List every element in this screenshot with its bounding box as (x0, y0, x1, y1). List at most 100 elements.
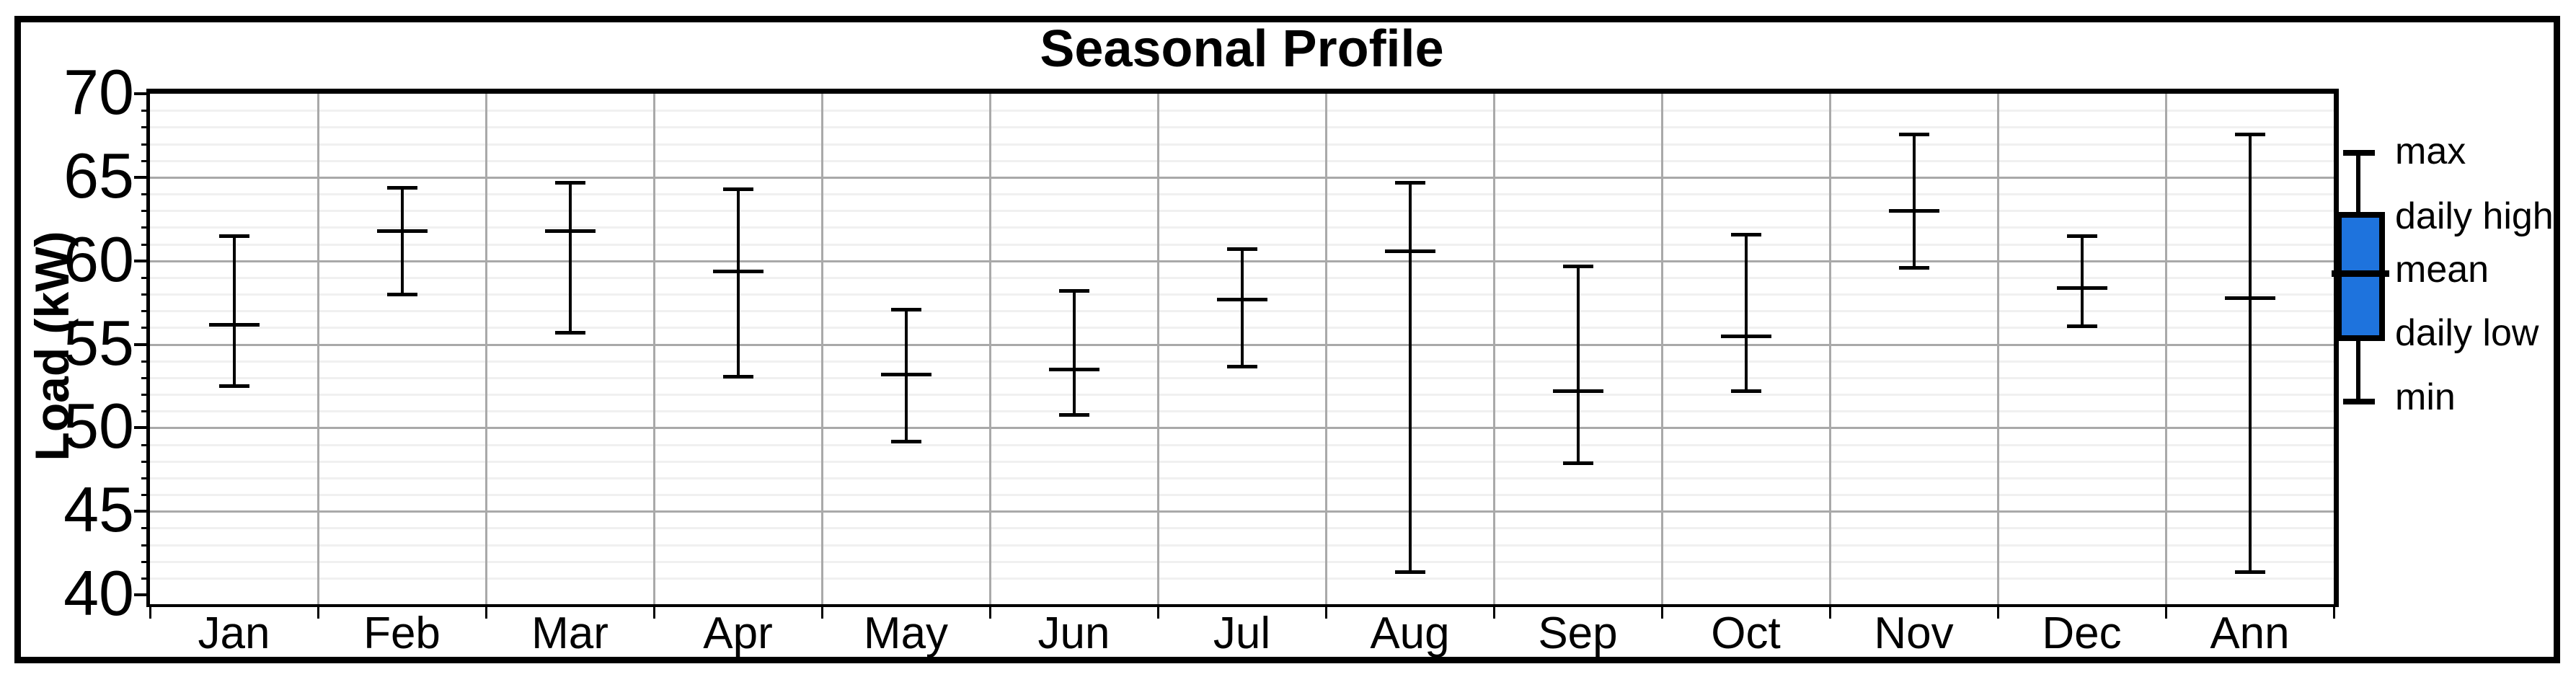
y-major-tick (134, 426, 150, 430)
y-tick-label: 60 (63, 223, 134, 295)
legend-label-daily-high: daily high (2395, 195, 2554, 237)
max-cap-jan (218, 234, 249, 238)
x-category-label: Sep (1538, 609, 1618, 658)
y-minor-tick (141, 560, 150, 563)
y-minor-tick (141, 477, 150, 479)
x-boundary-tick (2332, 604, 2335, 619)
y-major-tick (134, 92, 150, 95)
min-cap-ann (2234, 570, 2265, 574)
minor-gridline (150, 477, 2334, 479)
x-category-label: Nov (1874, 609, 1954, 658)
y-minor-tick (141, 159, 150, 162)
max-cap-apr (722, 187, 753, 192)
max-cap-oct (1730, 232, 1761, 236)
category-separator-line (485, 94, 487, 604)
minor-gridline (150, 110, 2334, 112)
x-boundary-tick (1492, 604, 1495, 619)
y-major-tick (134, 593, 150, 596)
error-bar-line-sep (1576, 265, 1580, 463)
min-cap-dec (2066, 324, 2097, 329)
min-cap-sep (1562, 461, 1593, 465)
legend-label-max: max (2395, 130, 2466, 172)
category-separator-line (317, 94, 319, 604)
category-separator-line (989, 94, 991, 604)
y-minor-tick (141, 443, 150, 446)
y-major-tick (134, 259, 150, 262)
mean-line-apr (712, 269, 763, 273)
legend-mean-line (2332, 270, 2389, 277)
y-minor-tick (141, 126, 150, 129)
minor-gridline (150, 577, 2334, 580)
minor-gridline (150, 410, 2334, 413)
min-cap-jun (1058, 412, 1089, 417)
min-cap-jan (218, 384, 249, 389)
max-cap-feb (386, 185, 417, 190)
mean-line-jun (1048, 368, 1099, 372)
x-category-label: Jul (1213, 609, 1271, 658)
y-minor-tick (141, 410, 150, 413)
error-bar-line-mar (568, 182, 572, 333)
y-minor-tick (141, 226, 150, 229)
y-minor-tick (141, 376, 150, 379)
error-bar-line-apr (736, 189, 740, 376)
error-bar-line-feb (400, 187, 404, 294)
x-category-label: Mar (531, 609, 608, 658)
min-cap-oct (1730, 389, 1761, 394)
minor-gridline (150, 560, 2334, 563)
legend-label-min: min (2395, 376, 2456, 418)
chart-outer-border (14, 16, 2560, 663)
x-category-label: May (863, 609, 949, 658)
y-tick-label: 40 (63, 557, 134, 629)
max-cap-jul (1226, 247, 1257, 252)
error-bar-line-ann (2248, 133, 2252, 572)
y-major-tick (134, 175, 150, 179)
x-boundary-tick (1660, 604, 1663, 619)
category-separator-line (1829, 94, 1831, 604)
max-cap-nov (1898, 132, 1929, 136)
chart-title: Seasonal Profile (1040, 20, 1444, 78)
legend-label-daily-low: daily low (2395, 312, 2539, 354)
x-boundary-tick (1324, 604, 1327, 619)
x-boundary-tick (1996, 604, 1999, 619)
max-cap-mar (554, 180, 585, 185)
min-cap-jul (1226, 364, 1257, 368)
min-cap-apr (722, 374, 753, 379)
x-boundary-tick (317, 604, 319, 619)
minor-gridline (150, 544, 2334, 547)
min-cap-mar (554, 331, 585, 335)
mean-line-oct (1720, 334, 1771, 338)
error-bar-line-jan (232, 235, 236, 386)
legend-label-mean: mean (2395, 249, 2489, 291)
y-minor-tick (141, 193, 150, 195)
y-minor-tick (141, 494, 150, 496)
minor-gridline (150, 193, 2334, 195)
y-minor-tick (141, 243, 150, 246)
y-minor-tick (141, 394, 150, 396)
x-category-label: Dec (2042, 609, 2122, 658)
x-boundary-tick (149, 604, 151, 619)
major-gridline (150, 176, 2334, 179)
category-separator-line (1493, 94, 1495, 604)
x-boundary-tick (820, 604, 823, 619)
category-separator-line (1325, 94, 1327, 604)
y-minor-tick (141, 544, 150, 547)
y-minor-tick (141, 360, 150, 363)
minor-gridline (150, 376, 2334, 379)
x-boundary-tick (1156, 604, 1159, 619)
x-boundary-tick (652, 604, 655, 619)
error-bar-line-jun (1072, 291, 1076, 415)
mean-line-jan (208, 322, 260, 327)
x-category-label: Jan (198, 609, 270, 658)
x-boundary-tick (484, 604, 487, 619)
x-category-label: Oct (1711, 609, 1781, 658)
major-gridline (150, 427, 2334, 430)
x-category-label: Jun (1037, 609, 1110, 658)
y-tick-label: 50 (63, 390, 134, 462)
legend-max-cap (2343, 150, 2375, 156)
mean-line-nov (1888, 209, 1939, 213)
legend-min-cap (2343, 399, 2375, 404)
max-cap-may (890, 307, 921, 311)
x-category-label: Aug (1370, 609, 1450, 658)
x-category-label: Ann (2210, 609, 2290, 658)
